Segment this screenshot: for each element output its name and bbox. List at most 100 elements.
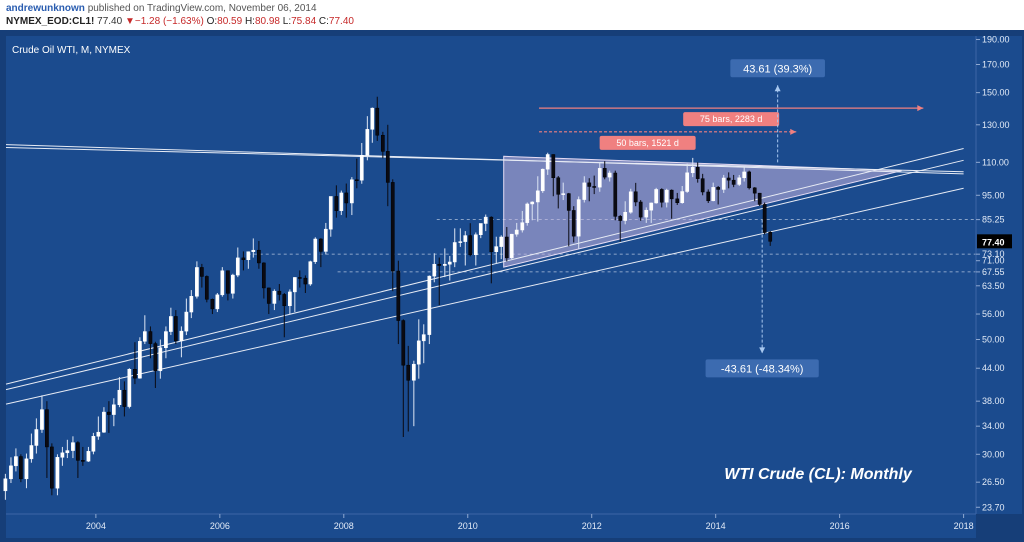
candle[interactable] xyxy=(173,310,178,345)
candle[interactable] xyxy=(96,416,101,440)
candle[interactable] xyxy=(204,275,209,303)
candle[interactable] xyxy=(473,232,478,266)
candle[interactable] xyxy=(432,253,437,283)
candle[interactable] xyxy=(272,289,277,311)
candle[interactable] xyxy=(365,116,370,161)
price-chart[interactable]: 75 bars, 2283 d 50 bars, 1521 d 43.61 (39.… xyxy=(0,30,1024,542)
candle[interactable] xyxy=(649,202,654,223)
candle[interactable] xyxy=(602,161,607,180)
candle[interactable] xyxy=(153,341,158,388)
candle[interactable] xyxy=(592,175,597,195)
candle[interactable] xyxy=(71,436,75,459)
candle[interactable] xyxy=(597,162,602,192)
candle[interactable] xyxy=(525,202,530,226)
candle[interactable] xyxy=(458,228,463,247)
candle[interactable] xyxy=(9,457,13,484)
candle[interactable] xyxy=(370,107,375,143)
candle[interactable] xyxy=(489,216,494,284)
candle[interactable] xyxy=(737,174,742,187)
candle[interactable] xyxy=(700,173,705,196)
candle[interactable] xyxy=(313,237,318,264)
candle[interactable] xyxy=(504,226,509,262)
candle[interactable] xyxy=(350,177,354,216)
candle[interactable] xyxy=(45,401,49,478)
candle[interactable] xyxy=(514,222,519,237)
candle[interactable] xyxy=(396,260,401,345)
candle[interactable] xyxy=(390,179,395,292)
candle[interactable] xyxy=(107,401,111,433)
candle[interactable] xyxy=(29,433,34,463)
candle[interactable] xyxy=(416,319,421,379)
candle[interactable] xyxy=(731,174,736,188)
candle[interactable] xyxy=(133,342,137,385)
candle[interactable] xyxy=(142,315,147,345)
candle[interactable] xyxy=(3,473,8,500)
candle[interactable] xyxy=(55,454,60,496)
candle[interactable] xyxy=(421,324,426,364)
candle[interactable] xyxy=(587,178,592,202)
candle[interactable] xyxy=(556,176,561,209)
candle[interactable] xyxy=(768,231,773,246)
candle[interactable] xyxy=(530,201,535,221)
candle[interactable] xyxy=(726,172,731,189)
candle[interactable] xyxy=(65,439,70,459)
triangle-pattern[interactable] xyxy=(503,155,902,268)
candle[interactable] xyxy=(582,176,587,203)
candle[interactable] xyxy=(664,188,669,208)
candle[interactable] xyxy=(60,446,65,466)
candle[interactable] xyxy=(230,273,235,299)
candle[interactable] xyxy=(220,267,225,297)
candle[interactable] xyxy=(14,448,18,472)
candle[interactable] xyxy=(76,441,80,478)
candle[interactable] xyxy=(148,326,153,359)
candle[interactable] xyxy=(257,241,261,269)
candle[interactable] xyxy=(644,207,649,223)
candle[interactable] xyxy=(442,248,447,278)
candle[interactable] xyxy=(323,222,328,255)
candle[interactable] xyxy=(200,263,204,288)
candle[interactable] xyxy=(742,167,747,182)
candle[interactable] xyxy=(561,182,566,201)
candle[interactable] xyxy=(138,337,142,379)
candle[interactable] xyxy=(675,192,680,205)
candle[interactable] xyxy=(680,186,685,204)
candle[interactable] xyxy=(535,176,540,222)
candle[interactable] xyxy=(235,247,240,278)
candle[interactable] xyxy=(540,168,545,193)
candle[interactable] xyxy=(613,170,618,221)
candle[interactable] xyxy=(411,360,416,427)
candle[interactable] xyxy=(618,215,623,242)
candle[interactable] xyxy=(654,187,659,204)
candle[interactable] xyxy=(81,446,85,466)
candle[interactable] xyxy=(638,200,643,221)
candle[interactable] xyxy=(210,298,215,315)
candle[interactable] xyxy=(292,277,297,313)
trendline[interactable] xyxy=(5,187,964,405)
candle[interactable] xyxy=(122,381,127,417)
candle[interactable] xyxy=(189,290,194,319)
candle[interactable] xyxy=(380,131,385,159)
candle[interactable] xyxy=(509,233,514,260)
candle[interactable] xyxy=(607,170,612,182)
candle[interactable] xyxy=(169,307,173,336)
candle[interactable] xyxy=(266,287,271,315)
candle[interactable] xyxy=(566,192,571,247)
candle[interactable] xyxy=(117,377,122,408)
candle[interactable] xyxy=(34,418,39,454)
candle[interactable] xyxy=(164,326,168,359)
candle[interactable] xyxy=(669,189,674,219)
candle[interactable] xyxy=(706,189,711,203)
candle[interactable] xyxy=(721,174,726,193)
candle[interactable] xyxy=(251,238,256,258)
candle[interactable] xyxy=(19,454,23,483)
time-axis[interactable] xyxy=(6,514,976,538)
candle[interactable] xyxy=(427,275,432,345)
price-axis[interactable] xyxy=(976,36,1022,514)
candle[interactable] xyxy=(344,183,349,218)
candle[interactable] xyxy=(520,210,525,233)
candle[interactable] xyxy=(623,201,628,225)
candle[interactable] xyxy=(633,182,638,207)
candle[interactable] xyxy=(261,262,266,299)
candle[interactable] xyxy=(215,292,220,313)
candle[interactable] xyxy=(468,223,473,257)
